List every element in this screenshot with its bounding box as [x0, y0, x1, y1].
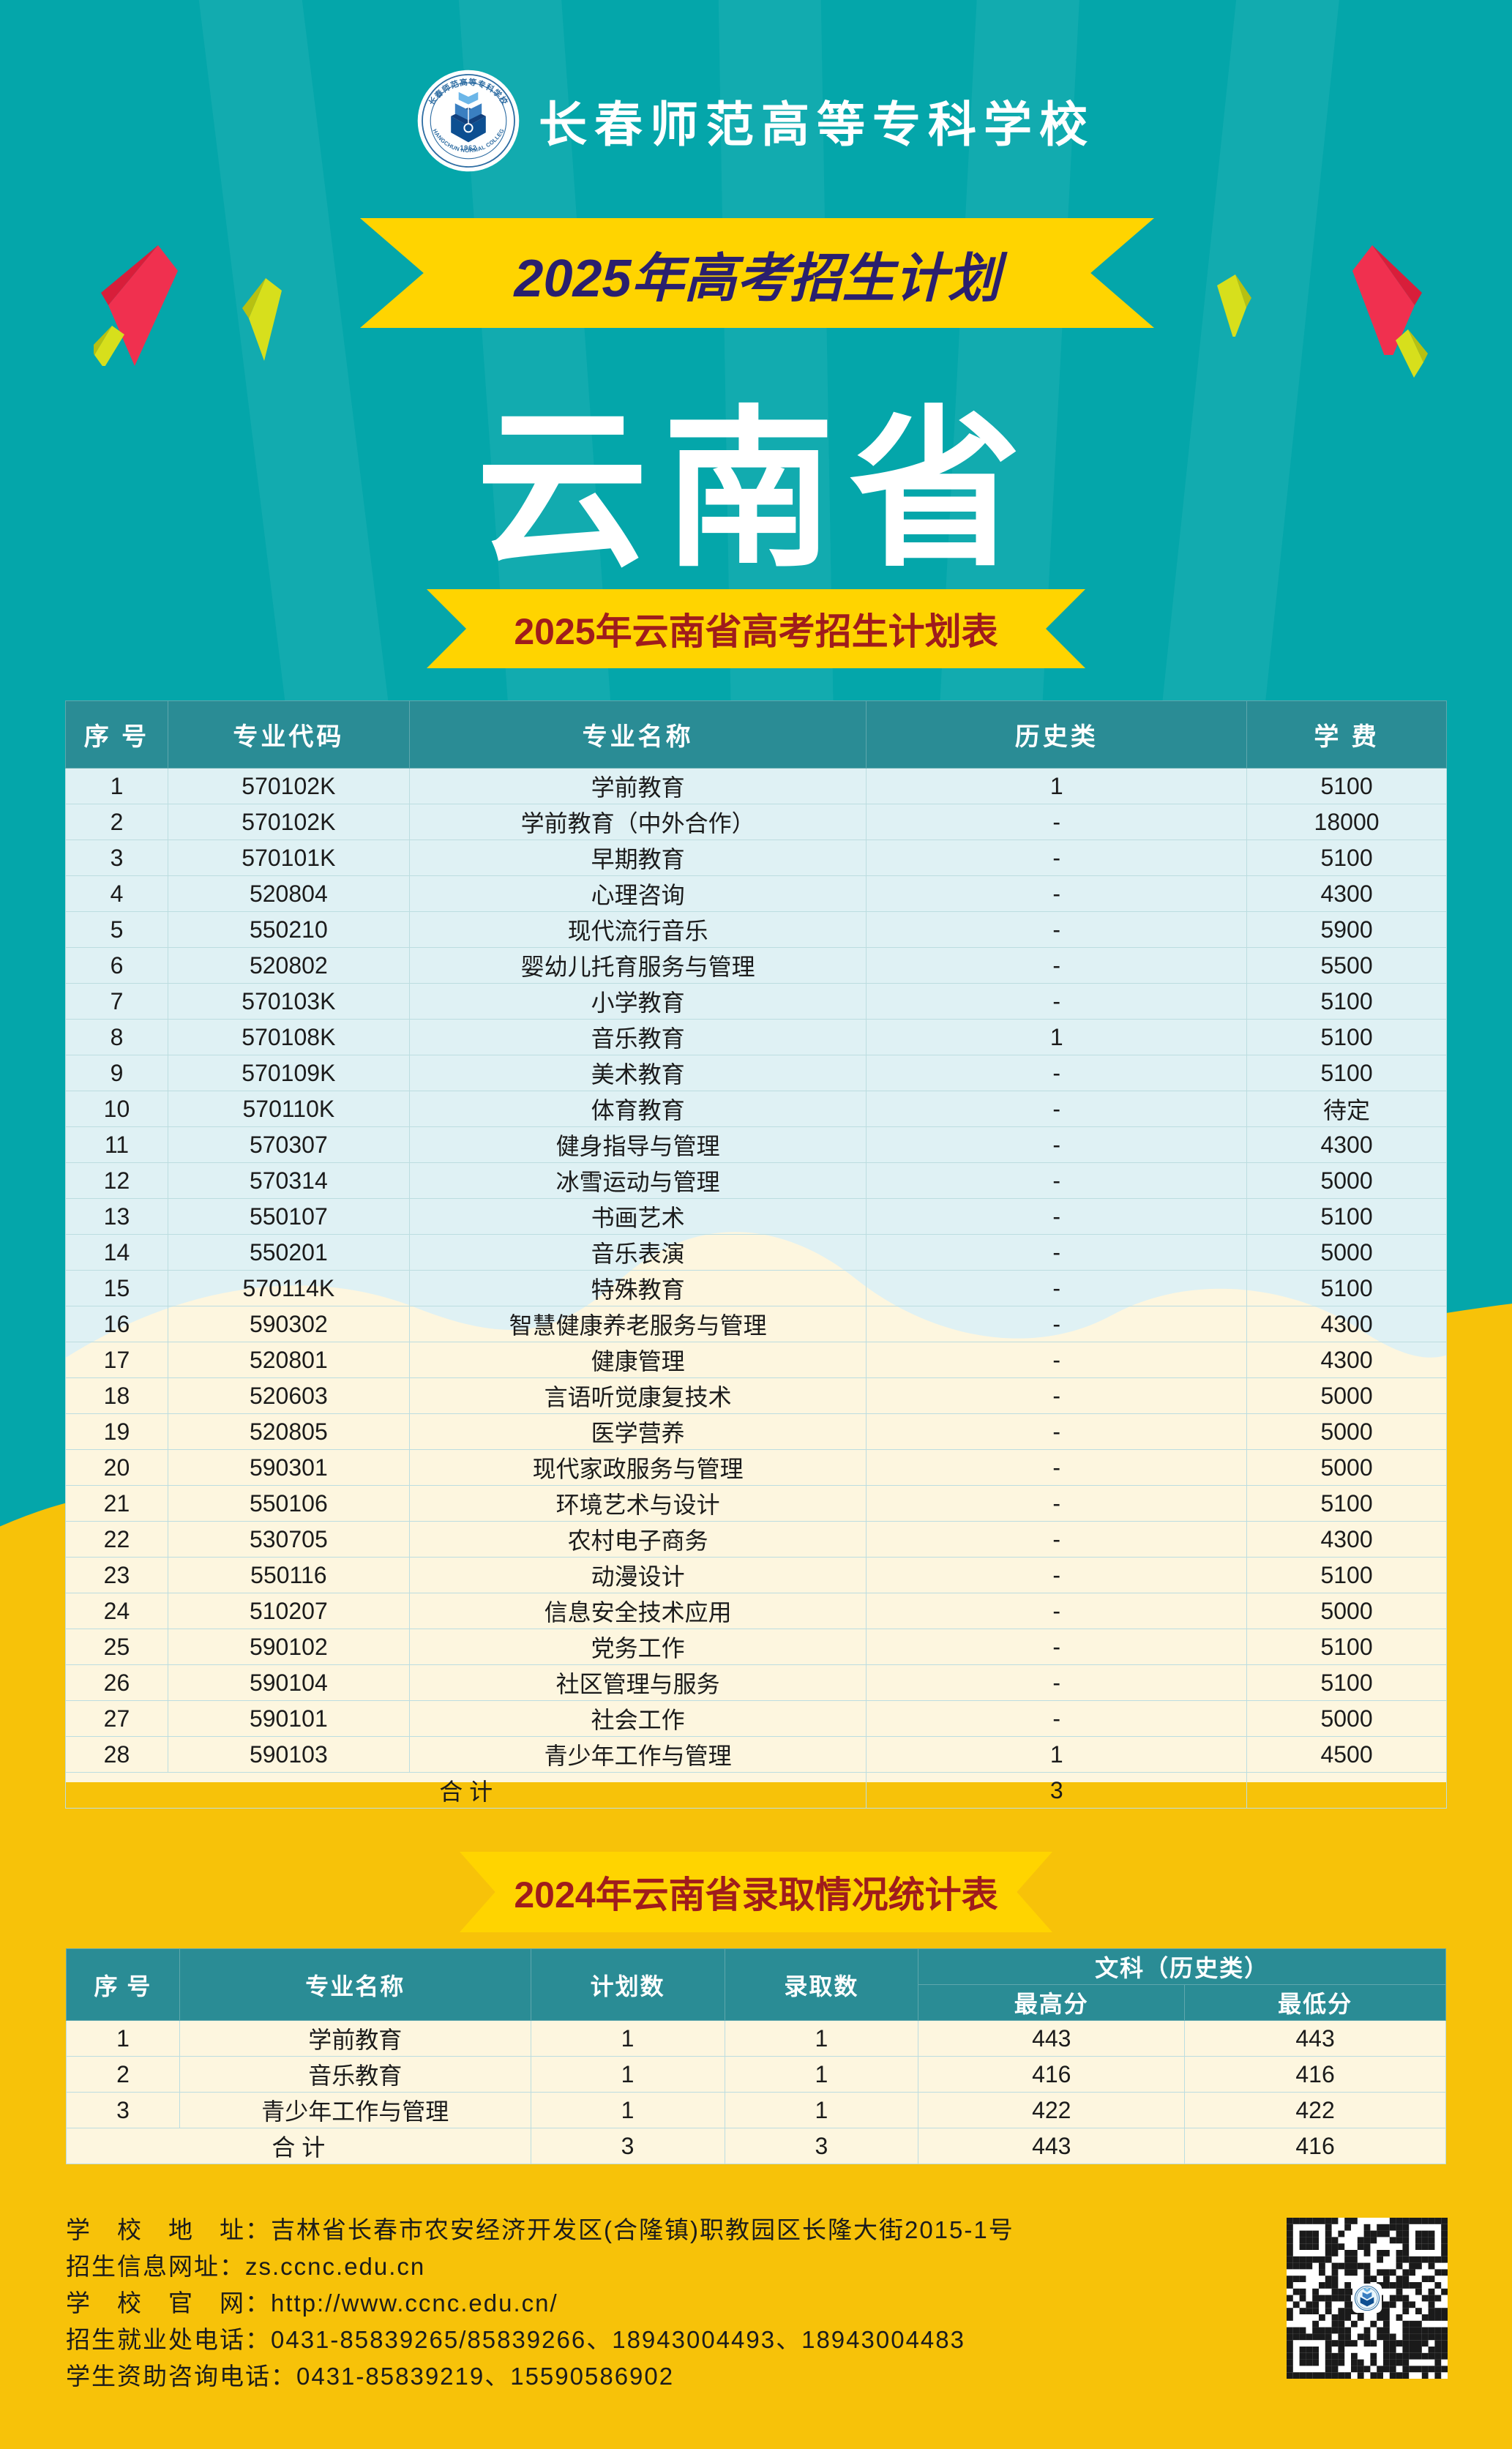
svg-text:1962: 1962: [460, 144, 477, 152]
